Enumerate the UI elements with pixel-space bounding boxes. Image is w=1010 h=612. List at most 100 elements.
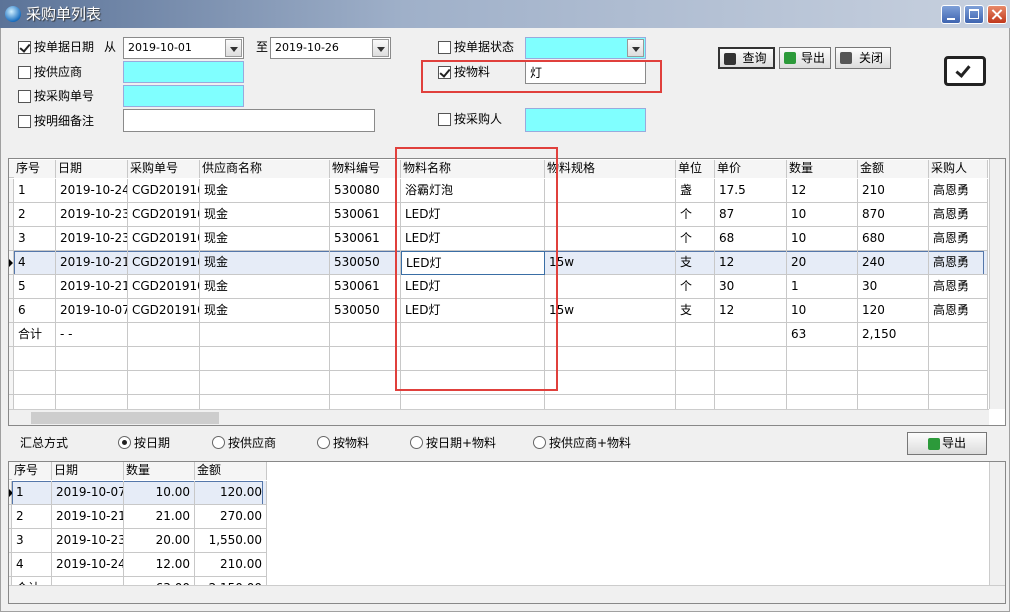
- table-row[interactable]: 4 2019-10-24 12.00 210.00: [9, 553, 267, 577]
- combo-arrow[interactable]: [225, 39, 242, 57]
- text-input[interactable]: [123, 61, 244, 83]
- close-button[interactable]: [987, 5, 1007, 24]
- combo-arrow[interactable]: [627, 39, 644, 57]
- table-row[interactable]: 3 2019-10-23 CGD201910 现金 530061 LED灯 个 68 10 680…: [9, 227, 988, 251]
- table-cell: 2019-10-24: [52, 553, 124, 577]
- table-row[interactable]: [9, 347, 988, 371]
- export-button[interactable]: 导出: [907, 432, 987, 455]
- table-cell: CGD201910: [128, 227, 200, 251]
- icon: [230, 47, 238, 52]
- radio-button[interactable]: [118, 436, 131, 449]
- column-header[interactable]: 单价: [715, 160, 787, 178]
- maximize-button[interactable]: [964, 5, 984, 24]
- minimize-button[interactable]: [941, 5, 961, 24]
- column-header[interactable]: 物料名称: [401, 160, 545, 178]
- row-indicator: [9, 227, 14, 251]
- table-row[interactable]: 2 2019-10-23 CGD201910 现金 530061 LED灯 个 87 10 870…: [9, 203, 988, 227]
- column-header[interactable]: 日期: [56, 160, 128, 178]
- column-header[interactable]: 日期: [52, 462, 124, 480]
- title-bar: 采购单列表: [0, 0, 1010, 28]
- checkbox-label: 按明细备注: [34, 114, 95, 128]
- table-row[interactable]: 6 2019-10-07 CGD201910 现金 530050 LED灯 15w 支 12 10…: [9, 299, 988, 323]
- combo-box[interactable]: [525, 37, 646, 59]
- text-input[interactable]: 灯: [525, 61, 646, 84]
- icon: [947, 18, 955, 20]
- table-cell: 12: [715, 251, 787, 275]
- text-input[interactable]: [123, 85, 244, 107]
- table-cell: [56, 347, 128, 371]
- column-header[interactable]: 序号: [12, 462, 52, 480]
- vertical-scrollbar[interactable]: [989, 159, 1005, 409]
- table-cell: 个: [676, 227, 715, 251]
- column-header[interactable]: 金额: [195, 462, 267, 480]
- table-cell: 530050: [330, 251, 401, 275]
- table-row[interactable]: 合计 - - 63 2,150: [9, 323, 988, 347]
- table-cell: [676, 371, 715, 395]
- table-row[interactable]: [9, 371, 988, 395]
- text-input[interactable]: [525, 108, 646, 132]
- summary-label: 汇总方式: [20, 436, 69, 450]
- radio-button[interactable]: [212, 436, 225, 449]
- radio-button[interactable]: [317, 436, 330, 449]
- scroll-thumb[interactable]: [31, 412, 219, 424]
- checkbox-label: 按采购单号: [34, 89, 95, 103]
- radio-button[interactable]: [410, 436, 423, 449]
- table-cell: 240: [858, 251, 929, 275]
- data-grid: 序号 日期 采购单号 供应商名称 物料编号 物料名称 物料规格 单位 单价 数量 金额 采购人 1 201…: [8, 158, 1006, 426]
- column-header[interactable]: 金额: [858, 160, 929, 178]
- radio-button[interactable]: [533, 436, 546, 449]
- checkbox[interactable]: [18, 115, 31, 128]
- combo-box[interactable]: 2019-10-26: [270, 37, 391, 59]
- checkbox-label: 按单据日期: [34, 40, 95, 54]
- table-cell: 个: [676, 203, 715, 227]
- horizontal-scrollbar[interactable]: [9, 585, 1005, 603]
- column-header[interactable]: 物料编号: [330, 160, 401, 178]
- table-cell: [676, 323, 715, 347]
- toolbar-button[interactable]: 查询: [718, 47, 775, 69]
- combo-arrow[interactable]: [372, 39, 389, 57]
- checkbox[interactable]: [18, 90, 31, 103]
- toolbar-button[interactable]: 导出: [779, 47, 831, 69]
- column-header[interactable]: 采购人: [929, 160, 988, 178]
- table-row[interactable]: 5 2019-10-21 CGD201910 现金 530061 LED灯个 30 1 30 高恩…: [9, 275, 988, 299]
- data-grid: 序号 日期 数量 金额 1 2019-10-07 10.00 120.00 2 2019-10-2…: [8, 461, 1006, 604]
- button-label: 查询: [742, 51, 767, 65]
- table-row[interactable]: 1 2019-10-24 CGD201910 现金 530080 浴霸灯泡 盏 17.5 12 2…: [9, 179, 988, 203]
- checkbox[interactable]: [18, 41, 31, 54]
- checkbox[interactable]: [18, 66, 31, 79]
- icon: [969, 9, 979, 19]
- table-cell: 4: [12, 553, 52, 577]
- text-input[interactable]: [123, 109, 375, 132]
- column-header[interactable]: 数量: [124, 462, 195, 480]
- table-cell: 210.00: [195, 553, 267, 577]
- horizontal-scrollbar[interactable]: [9, 409, 989, 425]
- column-header[interactable]: 序号: [14, 160, 56, 178]
- table-cell: [676, 347, 715, 371]
- table-row[interactable]: 1 2019-10-07 10.00 120.00: [9, 481, 267, 505]
- table-row[interactable]: 2 2019-10-21 21.00 270.00: [9, 505, 267, 529]
- table-cell: 高恩勇: [929, 179, 988, 203]
- highlight-box: [395, 147, 558, 391]
- table-cell: [715, 323, 787, 347]
- table-cell: 高恩勇: [929, 251, 988, 275]
- checkbox[interactable]: [438, 113, 451, 126]
- checkbox[interactable]: [438, 41, 451, 54]
- table-cell: [200, 371, 330, 395]
- checkbox[interactable]: [438, 66, 451, 79]
- column-header[interactable]: 供应商名称: [200, 160, 330, 178]
- column-header[interactable]: 物料规格: [545, 160, 676, 178]
- column-header[interactable]: 采购单号: [128, 160, 200, 178]
- app-icon: [5, 6, 21, 22]
- icon: [784, 52, 796, 64]
- table-row[interactable]: 4 2019-10-21 CGD201910 现金 530050 LED灯 15w 支 12 20…: [9, 251, 988, 275]
- column-header[interactable]: 单位: [676, 160, 715, 178]
- radio-label: 按供应商+物料: [549, 436, 632, 450]
- table-cell: - -: [56, 323, 128, 347]
- toolbar-button[interactable]: 关闭: [835, 47, 891, 69]
- column-header[interactable]: 数量: [787, 160, 858, 178]
- combo-box[interactable]: 2019-10-01: [123, 37, 244, 59]
- table-cell: [715, 371, 787, 395]
- table-cell: [787, 371, 858, 395]
- vertical-scrollbar[interactable]: [989, 462, 1005, 585]
- table-row[interactable]: 3 2019-10-23 20.00 1,550.00: [9, 529, 267, 553]
